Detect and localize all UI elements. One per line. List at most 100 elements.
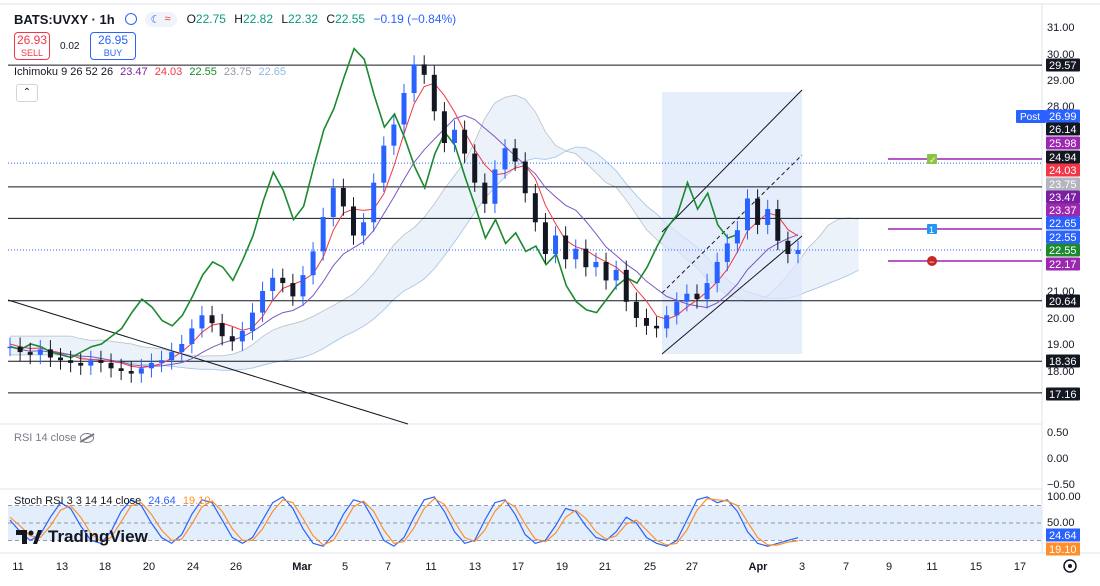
price-tag-label: 23.75 [1049,179,1077,191]
sell-label: SELL [20,48,44,58]
ichimoku-legend[interactable]: Ichimoku 9 26 52 26 23.47 24.03 22.55 23… [14,66,286,78]
price-tag [1046,190,1080,204]
candle-body [118,368,124,371]
hidden-eye-icon[interactable] [80,433,95,444]
candle-body [785,240,791,254]
time-tick-label: 7 [843,561,849,573]
candle-body [714,261,720,284]
candle-body [320,217,326,252]
time-tick-label: 24 [187,561,199,573]
settings-gear-icon[interactable] [1063,559,1077,573]
price-tick-label: 20.00 [1047,313,1075,325]
candles [7,55,801,383]
sell-price: 26.93 [16,33,48,47]
candle-body [744,198,750,231]
stoch-title: Stoch RSI 3 3 14 14 close [14,495,142,507]
descending-trendline [7,299,409,425]
rsi-legend[interactable]: RSI 14 close [14,432,95,444]
candle-body [219,323,225,337]
price-tag-label: 22.17 [1049,259,1077,271]
trade-markers: ✓ 1 − [888,154,1042,267]
price-tag-label: 23.37 [1049,205,1077,217]
candle-body [643,318,649,326]
buy-price: 26.95 [97,33,129,47]
candle-body [512,148,518,162]
stoch-k-line [9,496,799,547]
symbol-header: BATS:UVXY · 1h ☾ ≈ O22.75 H22.82 L22.32 C… [14,8,456,30]
time-tick-label: 15 [970,561,982,573]
time-tick-label: Mar [292,561,312,573]
ichimoku-lagging-value: 22.55 [189,66,217,78]
candle-body [169,352,175,361]
time-scale[interactable]: 11 13 18 20 24 26 Mar 5 7 11 13 17 19 21 25 27 Apr 3 7 9 11 1… [12,561,1026,573]
candle-body [795,250,801,254]
trade-marker-label: 1 [929,225,934,235]
time-tick-label: 13 [56,561,68,573]
market-status-icon [124,13,137,25]
sell-button[interactable]: 26.93 SELL [14,32,50,60]
time-tick-label: 17 [512,561,524,573]
time-tick-label: 21 [599,561,611,573]
session-toggle[interactable]: ☾ ≈ [144,11,177,27]
price-tag-label: 17.16 [1049,389,1077,401]
price-tag [1046,257,1080,271]
ichimoku-conversion-value: 23.47 [120,66,148,78]
price-tag-label: 24.03 [1049,165,1077,177]
candle-body [179,344,185,353]
candle-body [441,111,447,143]
wave-icon: ≈ [164,13,171,25]
cloud-fill [10,95,859,371]
open-value: 22.75 [195,12,226,26]
candle-body [532,193,538,223]
candle-body [361,222,367,236]
ichimoku-spanA-value: 23.75 [223,66,252,78]
price-tag [1046,203,1080,217]
time-tick-label: 26 [230,561,242,573]
candle-body [654,325,660,329]
ichimoku-spanB-value: 22.65 [258,66,287,78]
candle-body [290,283,296,297]
tradingview-logo-icon [16,530,42,544]
candle-body [522,161,528,194]
time-tick-label: 13 [469,561,481,573]
collapse-legend-button[interactable]: ⌃ [16,84,38,102]
price-tag [1046,294,1080,308]
candle-body [27,352,33,355]
channel-shade [662,92,802,354]
candle-body [249,312,255,331]
candle-body [755,198,761,225]
price-tick-label: 18.00 [1047,366,1075,378]
candle-body [340,187,346,207]
spread-value: 0.02 [60,41,80,52]
price-tag-label: 20.64 [1049,296,1077,308]
price-tag-label: 29.57 [1049,60,1077,72]
time-tick-label: 5 [342,561,348,573]
candle-body [623,269,629,302]
symbol-title[interactable]: BATS:UVXY · 1h [14,11,115,27]
candle-body [502,148,508,170]
time-tick-label: 11 [12,561,23,573]
buy-button[interactable]: 26.95 BUY [90,32,136,60]
rsi-scale: 0.50 0.00 −0.50 [1047,427,1075,491]
candle-body [694,293,700,300]
candle-body [98,360,104,363]
candle-body [371,182,377,223]
price-tag [1046,150,1080,164]
trade-marker [927,224,937,234]
logo-text: TradingView [48,527,148,546]
time-tick-label: 18 [99,561,111,573]
channel-upper [661,89,803,233]
moon-icon: ☾ [150,13,161,26]
stoch-legend[interactable]: Stoch RSI 3 3 14 14 close 24.64 19.10 [14,495,210,507]
candle-body [108,362,114,369]
candle-body [664,315,670,329]
price-tag [1046,122,1080,136]
low-value: 22.32 [288,12,319,26]
price-tag [1046,163,1080,177]
time-tick-label: 3 [799,561,805,573]
time-tick-label: 25 [644,561,656,573]
price-tag-label: 18.36 [1049,356,1077,368]
